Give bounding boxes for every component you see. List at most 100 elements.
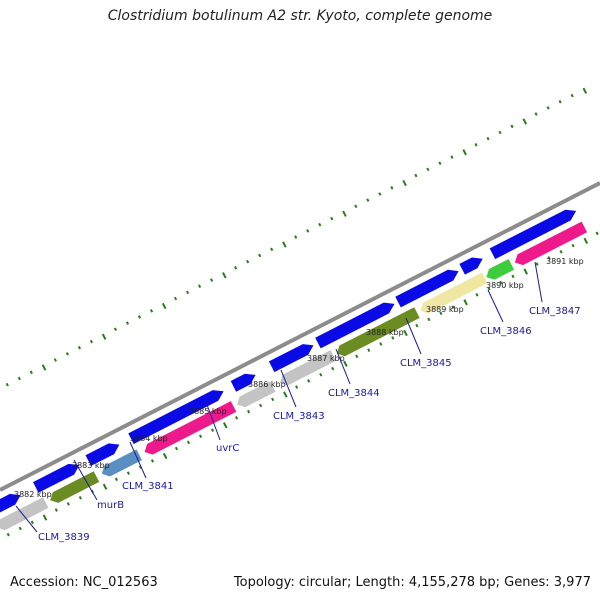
tick-mark <box>355 354 359 359</box>
tick-mark <box>595 231 599 236</box>
gene-label-CLM_3841[interactable]: CLM_3841 <box>122 481 174 492</box>
forward-gene-arrow[interactable] <box>230 373 256 392</box>
tick-mark <box>367 348 371 352</box>
gene-label-CLM_3847[interactable]: CLM_3847 <box>529 306 581 317</box>
gene-callouts: CLM_3839 murB CLM_3841 uvrC CLM_3843 CLM… <box>15 261 581 543</box>
tick-mark <box>319 372 323 377</box>
gene-label-CLM_3845[interactable]: CLM_3845 <box>400 358 452 369</box>
gene-label-uvrC[interactable]: uvrC <box>216 443 239 454</box>
tick-mark <box>486 136 490 141</box>
tick-mark <box>510 124 514 129</box>
accession-label: Accession: NC_012563 <box>10 575 158 590</box>
gene-label-CLM_3844[interactable]: CLM_3844 <box>328 388 380 399</box>
gene-leader-line <box>73 459 98 501</box>
tick-mark <box>185 290 190 295</box>
gene-CLM_3841-block[interactable] <box>101 449 142 477</box>
gene-leader-line <box>335 348 351 385</box>
gene-CLM_3846-block[interactable] <box>420 272 488 314</box>
tick-mark <box>547 256 551 260</box>
forward-gene-arrow[interactable] <box>268 344 314 373</box>
tick-mark <box>342 210 347 217</box>
tick-mark <box>270 247 274 252</box>
tick-mark <box>487 286 491 291</box>
tick-mark <box>18 526 22 531</box>
kbp-label: 3890 kbp <box>486 281 524 290</box>
tick-mark <box>283 391 288 398</box>
gene-murB-block[interactable] <box>50 471 100 503</box>
kbp-label: 3887 kbp <box>307 354 345 363</box>
tick-mark <box>101 333 107 340</box>
gene-CLM_3843-block[interactable] <box>237 381 276 408</box>
tick-mark <box>150 459 155 463</box>
gene-next-block[interactable] <box>514 221 588 266</box>
gene-label-murB[interactable]: murB <box>97 500 124 511</box>
outer-tick-marks <box>5 87 588 387</box>
gene-leader-line <box>534 261 543 303</box>
forward-gene-arrow[interactable] <box>395 269 459 308</box>
forward-gene-arrow[interactable] <box>128 390 224 444</box>
forward-gene-arrow[interactable] <box>459 257 483 275</box>
tick-mark <box>462 149 467 156</box>
gene-CLM_3845-block[interactable] <box>336 307 420 357</box>
gene-uvrC-block[interactable] <box>144 401 237 455</box>
gene-leader-line <box>405 317 422 355</box>
tick-mark <box>354 204 358 209</box>
reverse-strand-genes <box>0 221 588 531</box>
gene-CLM_3839-block[interactable] <box>0 497 49 531</box>
tick-mark <box>402 179 407 187</box>
tick-mark <box>149 309 154 313</box>
gene-CLM_3844-block[interactable] <box>279 350 336 386</box>
tick-mark <box>475 293 479 297</box>
tick-mark <box>174 446 179 451</box>
tick-mark <box>378 192 382 196</box>
tick-mark <box>439 311 443 316</box>
tick-mark <box>114 477 118 482</box>
gene-label-CLM_3839[interactable]: CLM_3839 <box>38 532 90 543</box>
page-title: Clostridium botulinum A2 str. Kyoto, com… <box>107 8 493 24</box>
tick-mark <box>498 130 502 135</box>
tick-mark <box>583 237 589 244</box>
tick-mark <box>66 502 70 506</box>
genome-summary-label: Topology: circular; Length: 4,155,278 bp… <box>233 575 591 590</box>
tick-mark <box>78 495 82 500</box>
tick-mark <box>125 321 130 325</box>
tick-mark <box>570 93 574 98</box>
inner-tick-marks <box>6 231 599 537</box>
tick-mark <box>30 520 34 525</box>
kbp-label: 3889 kbp <box>426 305 464 314</box>
gene-leader-line <box>280 369 297 408</box>
tick-mark <box>65 352 69 356</box>
tick-mark <box>41 364 47 371</box>
gene-CLM_3847-block[interactable] <box>486 259 515 280</box>
tick-mark <box>330 216 334 221</box>
forward-gene-arrow[interactable] <box>85 443 120 466</box>
tick-mark <box>222 422 228 429</box>
tick-mark <box>427 317 431 322</box>
tick-mark <box>535 262 539 266</box>
forward-gene-arrow[interactable] <box>33 463 80 493</box>
tick-mark <box>571 243 575 248</box>
tick-mark <box>523 268 528 275</box>
tick-mark <box>210 278 214 282</box>
gene-label-CLM_3843[interactable]: CLM_3843 <box>273 411 325 422</box>
kbp-label: 3884 kbp <box>130 434 168 443</box>
tick-mark <box>186 440 191 445</box>
kbp-label: 3882 kbp <box>14 490 52 499</box>
tick-mark <box>415 323 419 328</box>
tick-mark <box>474 142 478 147</box>
kbp-label: 3885 kbp <box>189 407 227 416</box>
tick-mark <box>235 416 239 420</box>
tick-mark <box>246 259 250 264</box>
tick-mark <box>582 87 588 94</box>
tick-mark <box>379 342 383 346</box>
forward-gene-arrow[interactable] <box>489 209 577 260</box>
tick-mark <box>29 370 33 375</box>
forward-gene-arrow[interactable] <box>315 302 395 349</box>
gene-label-CLM_3846[interactable]: CLM_3846 <box>480 326 532 337</box>
tick-mark <box>247 409 251 414</box>
tick-mark <box>282 241 287 248</box>
tick-mark <box>366 198 370 202</box>
tick-mark <box>6 532 10 537</box>
forward-gene-arrow[interactable] <box>0 493 21 517</box>
